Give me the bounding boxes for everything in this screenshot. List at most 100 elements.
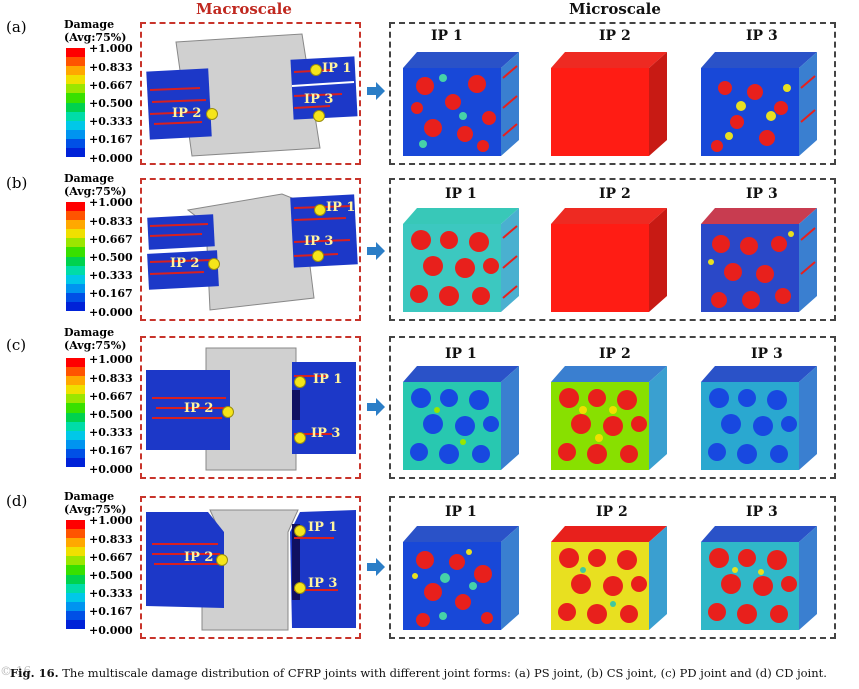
- legend-tick: +0.167: [89, 133, 133, 146]
- damage-legend: Damage (Avg:75%) +1.000 +0.833 +0.667 +0.…: [62, 18, 142, 168]
- ip1-marker: [294, 376, 306, 388]
- legend-color-swatch: [66, 102, 85, 112]
- ip2-title: IP 2: [599, 28, 631, 44]
- micro-cube-ip2: [551, 52, 667, 156]
- ip1-title: IP 1: [445, 504, 477, 520]
- legend-tick: +0.833: [89, 533, 133, 546]
- legend-color-swatch: [66, 129, 85, 139]
- ip3-marker: [312, 250, 324, 262]
- legend-tick: +0.667: [89, 233, 133, 246]
- ip3-title: IP 3: [746, 504, 778, 520]
- legend-tick: +0.833: [89, 61, 133, 74]
- microscale-panel: IP 1 IP 2 IP 3: [389, 178, 836, 321]
- legend-color-swatch: [66, 610, 85, 621]
- ip3-label: IP 3: [304, 234, 334, 249]
- macro-joint-model: [146, 33, 358, 157]
- ip2-title: IP 2: [599, 346, 631, 362]
- legend-color-swatch: [66, 430, 85, 440]
- damage-legend: Damage (Avg:75%) +1.000 +0.833 +0.667 +0.…: [62, 326, 142, 476]
- arrow-right-icon: [367, 398, 385, 416]
- ip2-title: IP 2: [596, 504, 628, 520]
- legend-title: Damage (Avg:75%): [64, 18, 127, 44]
- legend-tick: +0.000: [89, 463, 133, 476]
- micro-cube-ip2: [551, 526, 667, 630]
- microscale-panel: IP 1 IP 2 IP 3: [389, 22, 836, 165]
- legend-tick: +0.500: [89, 408, 133, 421]
- ip2-label: IP 2: [170, 256, 200, 271]
- legend-tick: +1.000: [89, 353, 133, 366]
- legend-tick: +0.000: [89, 306, 133, 319]
- row-c: (c) Damage (Avg:75%) +1.000 +0.833 +0.667…: [0, 326, 859, 481]
- legend-tick: +0.167: [89, 444, 133, 457]
- legend-color-swatch: [66, 367, 85, 377]
- damage-legend: Damage (Avg:75%) +1.000 +0.833 +0.667 +0.…: [62, 172, 142, 322]
- legend-tick: +0.333: [89, 115, 133, 128]
- legend-color-swatch: [66, 592, 85, 602]
- legend-color-swatch: [66, 620, 85, 630]
- legend-tick: +0.333: [89, 269, 133, 282]
- ip1-label: IP 1: [326, 200, 356, 215]
- row-label: (b): [6, 174, 28, 192]
- legend-color-swatch: [66, 556, 85, 566]
- legend-color-swatch: [66, 111, 85, 121]
- legend-tick: +0.167: [89, 287, 133, 300]
- arrow-right-icon: [367, 242, 385, 260]
- ip2-marker: [216, 554, 228, 566]
- micro-cube-ip3: [701, 52, 817, 156]
- legend-color-swatch: [66, 66, 85, 76]
- macro-joint-model: [147, 193, 358, 311]
- ip3-marker: [294, 432, 306, 444]
- row-b: (b) Damage (Avg:75%) +1.000 +0.833 +0.667…: [0, 170, 859, 325]
- row-a: (a) Damage (Avg:75%) +1.000 +0.833 +0.667…: [0, 14, 859, 169]
- legend-tick: +0.833: [89, 372, 133, 385]
- ip3-label: IP 3: [311, 426, 341, 441]
- legend-color-swatch: [66, 238, 85, 248]
- legend-tick: +0.167: [89, 605, 133, 618]
- legend-color-swatch: [66, 283, 85, 293]
- row-label: (d): [6, 492, 28, 510]
- legend-color-swatch: [66, 565, 85, 575]
- legend-color-swatch: [66, 75, 85, 85]
- legend-color-swatch: [66, 148, 85, 158]
- ip1-title: IP 1: [445, 186, 477, 202]
- legend-color-swatch: [66, 538, 85, 548]
- legend-color-swatch: [66, 247, 85, 257]
- legend-tick: +0.000: [89, 624, 133, 637]
- legend-color-swatch: [66, 439, 85, 449]
- macroscale-panel: IP 2 IP 1 IP 3: [140, 496, 361, 639]
- macroscale-panel: IP 2 IP 1 IP 3: [140, 22, 361, 165]
- legend-title: Damage (Avg:75%): [64, 172, 127, 198]
- micro-cube-ip3: [701, 208, 817, 312]
- ip3-marker: [313, 110, 325, 122]
- macroscale-panel: IP 2 IP 1 IP 3: [140, 336, 361, 479]
- ip1-marker: [310, 64, 322, 76]
- legend-color-swatch: [66, 394, 85, 404]
- micro-cube-ip3: [701, 526, 817, 630]
- macroscale-header: Macroscale: [196, 0, 292, 18]
- macro-joint-model: [146, 509, 356, 631]
- legend-color-swatch: [66, 385, 85, 395]
- ip3-title: IP 3: [751, 346, 783, 362]
- ip3-label: IP 3: [308, 576, 338, 591]
- legend-tick: +1.000: [89, 42, 133, 55]
- legend-color-swatch: [66, 84, 85, 94]
- legend-color-swatch: [66, 256, 85, 266]
- legend-tick: +0.500: [89, 251, 133, 264]
- legend-color-swatch: [66, 583, 85, 593]
- damage-legend: Damage (Avg:75%) +1.000 +0.833 +0.667 +0.…: [62, 490, 142, 640]
- micro-cube-ip1: [403, 52, 519, 156]
- legend-color-swatch: [66, 574, 85, 584]
- legend-color-swatch: [66, 529, 85, 539]
- legend-tick: +0.667: [89, 551, 133, 564]
- legend-color-swatch: [66, 57, 85, 67]
- legend-color-swatch: [66, 547, 85, 557]
- ip1-marker: [294, 525, 306, 537]
- micro-cube-ip3: [701, 366, 817, 470]
- ip3-title: IP 3: [746, 186, 778, 202]
- ip1-title: IP 1: [445, 346, 477, 362]
- legend-color-swatch: [66, 220, 85, 230]
- ip1-label: IP 1: [308, 520, 338, 535]
- legend-color-swatch: [66, 211, 85, 221]
- legend-color-swatch: [66, 601, 85, 611]
- ip1-title: IP 1: [431, 28, 463, 44]
